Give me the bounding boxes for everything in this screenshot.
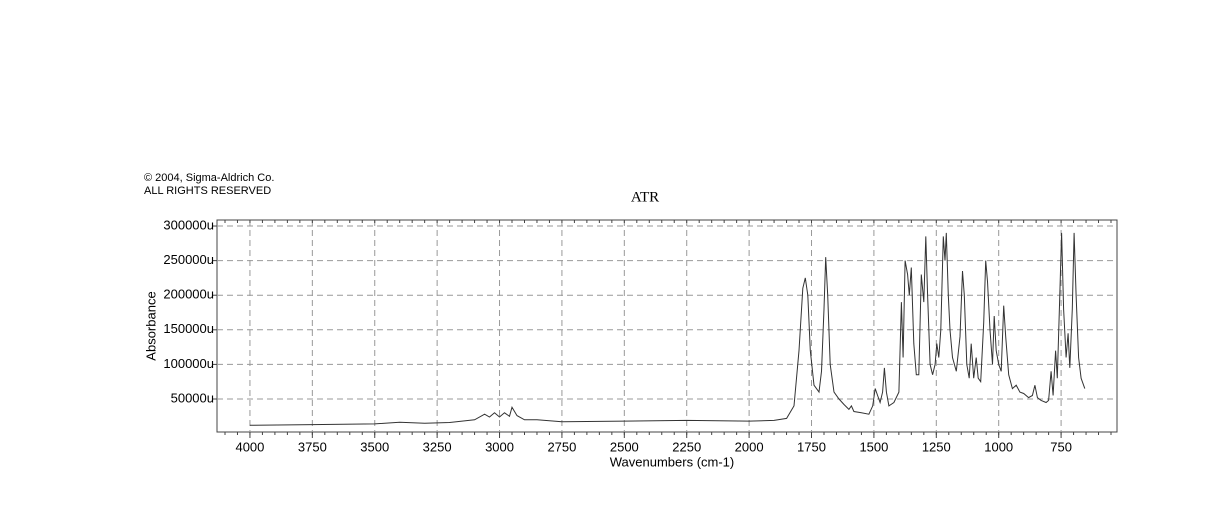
x-tick-label: 3250 <box>423 439 452 454</box>
x-tick-label: 3000 <box>485 439 514 454</box>
y-tick-label: 300000u <box>163 217 214 232</box>
spectrum-line <box>249 232 1086 426</box>
y-tick-label: 50000u <box>171 390 214 405</box>
chart-title: ATR <box>631 189 659 205</box>
x-tick-label: 3750 <box>298 439 327 454</box>
x-tick-label: 1250 <box>922 439 951 454</box>
x-tick-label: 2750 <box>547 439 576 454</box>
x-tick-label: 3500 <box>360 439 389 454</box>
x-axis-label: Wavenumbers (cm-1) <box>610 454 734 469</box>
x-tick-label: 4000 <box>235 439 264 454</box>
rights: ALL RIGHTS RESERVED <box>144 185 271 197</box>
y-tick-label: 200000u <box>163 287 214 302</box>
x-tick-label: 1750 <box>797 439 826 454</box>
x-tick-label: 750 <box>1050 439 1072 454</box>
y-tick-label: 150000u <box>163 321 214 336</box>
x-tick-label: 2000 <box>735 439 764 454</box>
x-tick-label: 2500 <box>610 439 639 454</box>
copyright: © 2004, Sigma-Aldrich Co. <box>144 172 274 184</box>
x-tick-label: 1500 <box>859 439 888 454</box>
x-tick-label: 2250 <box>672 439 701 454</box>
plot-frame <box>216 219 1118 433</box>
y-axis-label: Absorbance <box>143 291 158 360</box>
y-tick-label: 100000u <box>163 356 214 371</box>
x-tick-label: 1000 <box>984 439 1013 454</box>
y-tick-label: 250000u <box>163 252 214 267</box>
